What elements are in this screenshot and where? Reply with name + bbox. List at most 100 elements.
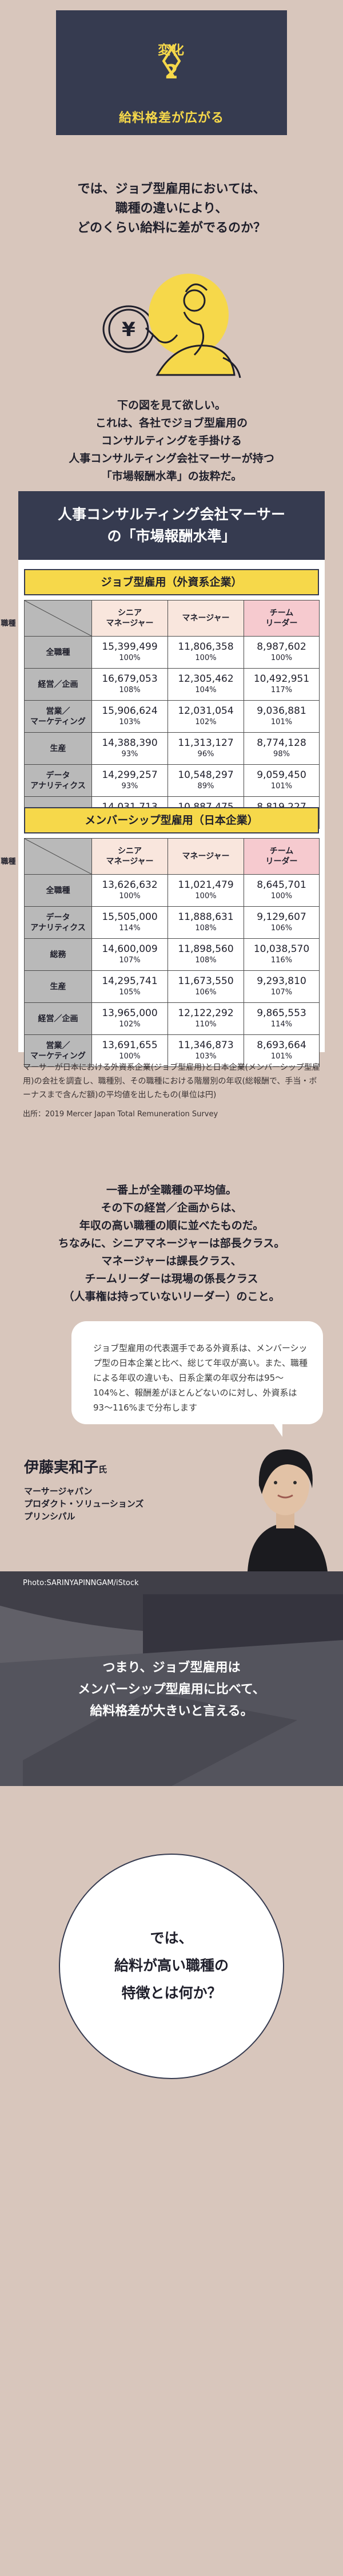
salary-value: 14,299,257 [102, 769, 158, 781]
salary-value: 11,673,550 [178, 975, 234, 987]
intro-description-line: 人事コンサルティング会社マーサーが持つ [69, 452, 274, 465]
salary-percent: 108% [195, 923, 217, 933]
salary-percent: 104% [195, 685, 217, 694]
salary-cell: 14,388,390 93% [91, 732, 168, 765]
row-label: データ アナリティクス [24, 764, 92, 797]
photo-credit: Photo:SARINYAPINNGAM/iStock [23, 1579, 139, 1587]
salary-value: 13,626,632 [102, 879, 158, 891]
explanation-line: 年収の高い職種の順に並べたものだ。 [79, 1219, 264, 1232]
salary-cell: 12,305,462 104% [167, 668, 244, 701]
closing-question-line: 特徴とは何か？ [121, 1985, 222, 2001]
table-row: 営業／ マーケティング 15,906,624 103% 12,031,054 102% 9,… [24, 700, 320, 733]
diagonal-divider-icon [25, 600, 91, 636]
intro-description-line: コンサルティングを手掛ける [101, 434, 242, 447]
salary-percent: 107% [119, 955, 141, 965]
explanation-line: 一番上が全職種の平均値。 [106, 1184, 237, 1196]
table-row: 生産 14,388,390 93% 11,313,127 96% 8,774,128 98% [24, 732, 320, 765]
intro-question-line: では、ジョブ型雇用においては、 [77, 182, 266, 196]
salary-cell: 8,693,664 101% [244, 1034, 320, 1067]
panel-header: 人事コンサルティング会社マーサー の「市場報酬水準」 [18, 491, 325, 560]
salary-value: 14,388,390 [102, 737, 158, 749]
salary-percent: 100% [119, 1052, 141, 1061]
left-bracket-icon: 〈 [141, 42, 177, 84]
intro-question: では、ジョブ型雇用においては、 職種の違いにより、 どのくらい給料に差がでるのか… [0, 180, 343, 238]
explanation-line: マネージャーは課長クラス、 [101, 1255, 242, 1267]
salary-cell: 15,505,000 114% [91, 906, 168, 939]
column-header: マネージャー [167, 600, 244, 637]
salary-percent: 89% [197, 781, 214, 791]
row-label: データ アナリティクス [24, 906, 92, 939]
explanation-line: チームリーダーは現場の係長クラス [85, 1273, 258, 1285]
table-row: 経営／企画 16,679,053 108% 12,305,462 104% 10,492,… [24, 668, 320, 701]
salary-percent: 101% [270, 781, 293, 791]
salary-value: 16,679,053 [102, 673, 158, 685]
row-label: 経営／企画 [24, 668, 92, 701]
photo-text-line: つまり、ジョブ型雇用は [102, 1661, 241, 1675]
salary-percent: 100% [195, 891, 217, 900]
salary-table-panel: 人事コンサルティング会社マーサー の「市場報酬水準」 ジョブ型雇用（外資系企業）… [1, 491, 325, 1067]
salary-percent: 101% [270, 717, 293, 726]
salary-value: 10,548,297 [178, 769, 234, 781]
diagonal-divider-icon [25, 839, 91, 874]
person-role: マーサージャパン プロダクト・ソリューションズ プリンシパル [24, 1485, 143, 1523]
salary-percent: 102% [119, 1020, 141, 1029]
salary-percent: 110% [195, 1020, 217, 1029]
photo-overlay-text: つまり、ジョブ型雇用は メンバーシップ型雇用に比べて、 給料格差が大きいと言える… [0, 1657, 343, 1722]
person-name: 伊藤実和子氏 [24, 1456, 107, 1477]
job-type-table-title: ジョブ型雇用（外資系企業） [24, 569, 319, 595]
salary-cell: 15,906,624 103% [91, 700, 168, 733]
table-row: 全職種 15,399,499 100% 11,806,358 100% 8,987,602… [24, 636, 320, 669]
salary-cell: 14,600,009 107% [91, 938, 168, 971]
table-row: 経営／企画 13,965,000 102% 12,122,292 110% 9,865,5… [24, 1002, 320, 1035]
salary-value: 11,806,358 [178, 641, 234, 653]
column-header: チーム リーダー [244, 838, 320, 875]
salary-percent: 116% [270, 955, 293, 965]
salary-cell: 8,987,602 100% [244, 636, 320, 669]
salary-value: 10,492,951 [253, 673, 310, 685]
panel-title-line: 人事コンサルティング会社マーサー [57, 506, 285, 523]
explanation-text: 一番上が全職種の平均値。 その下の経営／企画からは、 年収の高い職種の順に並べた… [0, 1182, 343, 1306]
background-photo [0, 1571, 343, 1786]
salary-cell: 11,888,631 108% [167, 906, 244, 939]
table-row: 営業／ マーケティング 13,691,655 100% 11,346,873 103% 8,… [24, 1034, 320, 1067]
salary-value: 9,036,881 [257, 705, 306, 717]
salary-percent: 108% [195, 955, 217, 965]
closing-question: では、 給料が高い職種の 特徴とは何か？ [60, 1925, 283, 2007]
salary-value: 9,293,810 [257, 975, 306, 987]
salary-percent: 105% [119, 987, 141, 997]
salary-value: 12,031,054 [178, 705, 234, 717]
salary-value: 12,122,292 [178, 1007, 234, 1019]
explanation-line: その下の経営／企画からは、 [101, 1202, 242, 1214]
salary-value: 11,313,127 [178, 737, 234, 749]
row-label: 生産 [24, 970, 92, 1003]
row-label: 生産 [24, 732, 92, 765]
salary-value: 10,038,570 [253, 943, 310, 955]
row-label: 営業／ マーケティング [24, 1034, 92, 1067]
salary-percent: 114% [119, 923, 141, 933]
salary-value: 9,059,450 [257, 769, 306, 781]
table-row: データ アナリティクス 15,505,000 114% 11,888,631 108% 9,… [24, 906, 320, 939]
salary-percent: 98% [273, 749, 290, 758]
yen-symbol: ¥ [122, 318, 135, 341]
row-label: 総務 [24, 938, 92, 971]
salary-cell: 9,059,450 101% [244, 764, 320, 797]
salary-value: 14,600,009 [102, 943, 158, 955]
salary-cell: 11,021,479 100% [167, 874, 244, 907]
job-type-salary-table: 職種 シニア マネージャー マネージャー チーム リーダー 全職種 15,399,499 100… [1, 600, 320, 829]
salary-cell: 13,626,632 100% [91, 874, 168, 907]
person-holding-yen-illustration: ¥ [102, 274, 241, 378]
salary-cell: 10,038,570 116% [244, 938, 320, 971]
salary-value: 8,645,701 [257, 879, 306, 891]
column-header-corner: 職種 [1, 838, 92, 875]
person-role-line: マーサージャパン [24, 1486, 93, 1496]
membership-salary-table: 職種 シニア マネージャー マネージャー チーム リーダー 全職種 13,626,632 100… [1, 838, 320, 1067]
person-name-text: 伊藤実和子 [24, 1459, 99, 1476]
salary-percent: 117% [270, 685, 293, 694]
table-row: データ アナリティクス 14,299,257 93% 10,548,297 89% 9,05… [24, 764, 320, 797]
salary-percent: 106% [270, 923, 293, 933]
row-label: 全職種 [24, 636, 92, 669]
salary-cell: 11,806,358 100% [167, 636, 244, 669]
salary-cell: 9,865,553 114% [244, 1002, 320, 1035]
salary-percent: 100% [270, 891, 293, 900]
intro-question-line: 職種の違いにより、 [115, 202, 228, 216]
